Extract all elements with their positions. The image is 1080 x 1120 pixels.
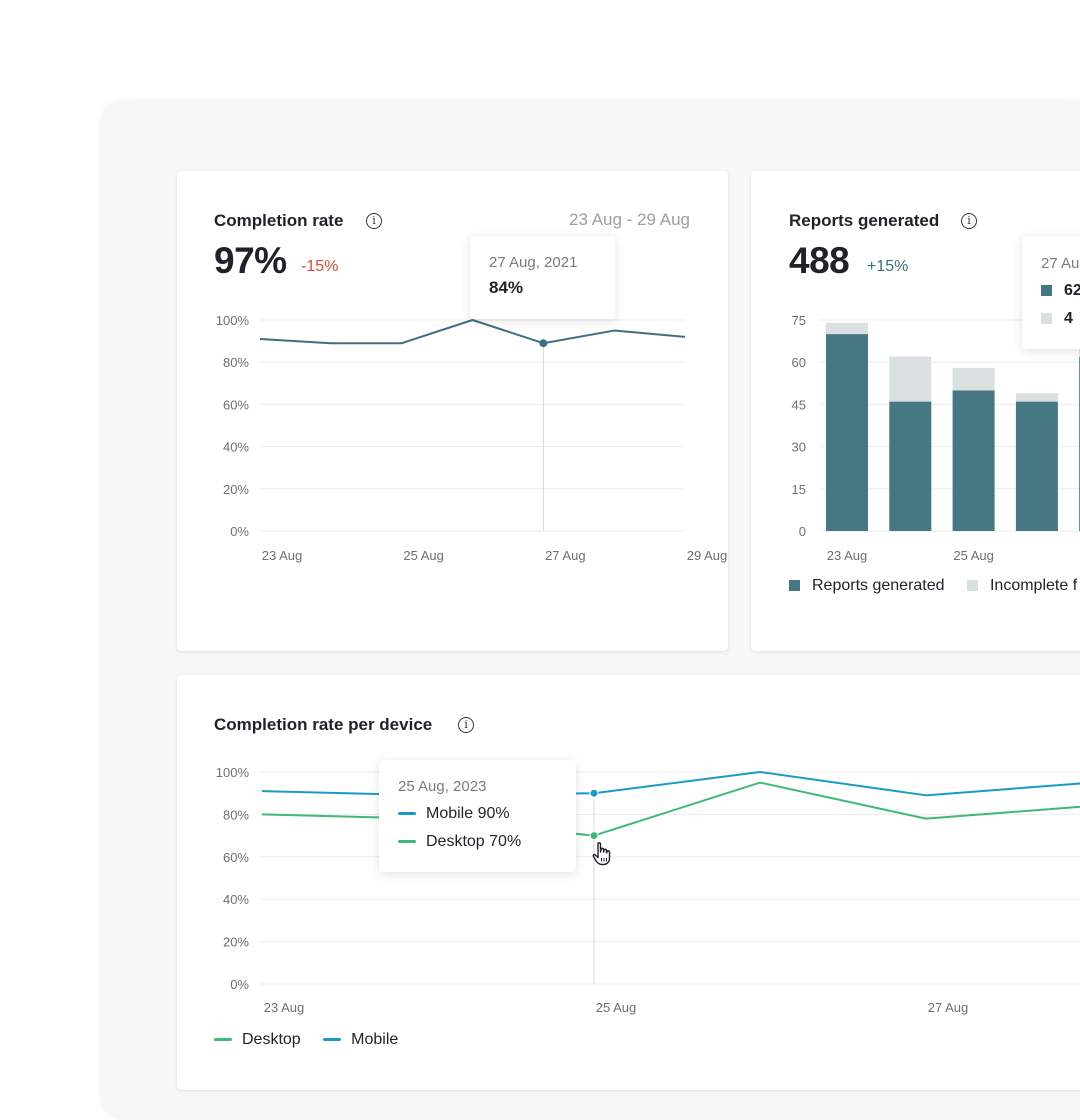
tooltip-row-label: Mobile 90%: [426, 805, 510, 822]
tooltip-date: 27 Au: [1041, 255, 1080, 272]
square-icon: [1041, 313, 1052, 325]
line-icon: [323, 1038, 342, 1042]
x-tick-label: 29 Aug: [687, 548, 728, 563]
square-icon: [1041, 285, 1052, 297]
legend-item-desktop[interactable]: Desktop: [214, 1031, 301, 1049]
legend-label: Incomplete f: [989, 577, 1078, 594]
completion-rate-delta: -15%: [301, 258, 339, 275]
completion-rate-title: Completion rate: [214, 211, 344, 230]
y-tick-label: 60: [792, 355, 806, 370]
y-tick-label: 15: [792, 482, 806, 497]
x-tick-label: 23 Aug: [262, 548, 303, 563]
x-tick-label: 25 Aug: [953, 548, 994, 563]
bar-incomplete: [952, 367, 995, 391]
hand-cursor-icon: [592, 842, 611, 866]
legend-label: Mobile: [351, 1031, 399, 1048]
completion-rate-card: Completion rate i 23 Aug - 29 Aug 97% -1…: [177, 171, 728, 651]
tooltip-date: 27 Aug, 2021: [489, 254, 578, 271]
tooltip-row-incomplete: 4: [1041, 310, 1073, 328]
y-tick-label: 75: [792, 313, 806, 328]
y-tick-label: 0: [799, 524, 806, 539]
mobile-highlight-point: [589, 788, 599, 798]
legend-label: Desktop: [242, 1031, 301, 1048]
reports-generated-card: Reports generated i 488 +15% 75 60 45 30 15 0…: [751, 171, 1080, 651]
line-icon: [398, 840, 416, 844]
y-tick-label: 80%: [223, 807, 249, 822]
tooltip-row-mobile: Mobile 90%: [398, 805, 510, 823]
y-tick-label: 20%: [223, 935, 249, 950]
y-tick-label: 45: [792, 397, 806, 412]
x-tick-label: 27 Aug: [928, 1000, 969, 1015]
y-tick-label: 20%: [223, 482, 249, 497]
bar-reports: [889, 401, 932, 531]
tooltip-row-desktop: Desktop 70%: [398, 833, 521, 851]
x-tick-label: 23 Aug: [264, 1000, 305, 1015]
bar-reports: [952, 390, 995, 531]
y-tick-label: 0%: [230, 524, 249, 539]
completion-per-device-chart: 100% 80% 60% 40% 20% 0% 23 Aug 25 Aug 27 Aug: [216, 765, 1080, 1015]
completion-rate-value: 97%: [214, 240, 287, 281]
info-icon[interactable]: i: [458, 717, 474, 733]
info-icon[interactable]: i: [366, 213, 382, 229]
line-icon: [214, 1038, 232, 1042]
completion-per-device-title: Completion rate per device: [214, 715, 433, 734]
tooltip-date: 25 Aug, 2023: [398, 778, 487, 795]
x-tick-label: 27 Aug: [545, 548, 586, 563]
reports-tooltip: 27 Au 62 4: [1022, 236, 1080, 349]
device-legend: Desktop Mobile: [214, 1031, 416, 1049]
bar-reports: [1015, 401, 1058, 531]
completion-tooltip: 27 Aug, 2021 84%: [470, 236, 615, 319]
legend-item-reports[interactable]: Reports generated: [789, 577, 945, 595]
highlight-point: [539, 339, 548, 348]
bar-incomplete: [1015, 393, 1058, 402]
tooltip-row-value: 4: [1064, 310, 1073, 327]
y-tick-label: 40%: [223, 892, 249, 907]
tooltip-value: 84%: [489, 278, 524, 297]
reports-legend: Reports generated Incomplete f: [789, 577, 1080, 595]
reports-generated-value: 488: [789, 240, 850, 281]
desktop-highlight-point: [589, 831, 599, 841]
bar-reports: [826, 334, 868, 531]
square-icon: [789, 580, 800, 592]
info-icon[interactable]: i: [961, 213, 977, 229]
tooltip-row-label: Desktop 70%: [426, 833, 522, 850]
reports-generated-title: Reports generated: [789, 211, 940, 230]
legend-label: Reports generated: [812, 577, 945, 594]
bar-incomplete: [889, 356, 932, 402]
completion-rate-chart: 100% 80% 60% 40% 20% 0% 23 Aug 25 Aug 27 Aug 29 A…: [216, 313, 728, 563]
square-icon: [966, 580, 978, 592]
completion-per-device-card: Completion rate per device i 100% 80% 60% 4…: [177, 675, 1080, 1090]
date-range[interactable]: 23 Aug - 29 Aug: [569, 210, 690, 229]
device-tooltip: 25 Aug, 2023 Mobile 90% Desktop 70%: [379, 760, 576, 872]
y-tick-label: 100%: [216, 313, 250, 328]
y-tick-label: 60%: [223, 850, 249, 865]
reports-generated-chart: 75 60 45 30 15 0 23 Aug 25 Aug: [792, 313, 1080, 563]
line-icon: [398, 812, 416, 816]
legend-item-incomplete[interactable]: Incomplete f: [966, 577, 1078, 595]
reports-generated-delta: +15%: [867, 258, 909, 275]
y-tick-label: 80%: [223, 355, 249, 370]
y-tick-label: 60%: [223, 397, 249, 412]
y-tick-label: 30: [792, 440, 806, 455]
y-tick-label: 40%: [223, 440, 249, 455]
bar-incomplete: [826, 322, 868, 335]
legend-item-mobile[interactable]: Mobile: [323, 1031, 398, 1049]
tooltip-row-reports: 62: [1041, 282, 1080, 300]
completion-line: [259, 319, 686, 345]
y-tick-label: 100%: [216, 765, 250, 780]
x-tick-label: 25 Aug: [596, 1000, 637, 1015]
y-tick-label: 0%: [230, 977, 249, 992]
tooltip-row-value: 62: [1064, 282, 1080, 299]
x-tick-label: 25 Aug: [403, 548, 444, 563]
x-tick-label: 23 Aug: [827, 548, 868, 563]
